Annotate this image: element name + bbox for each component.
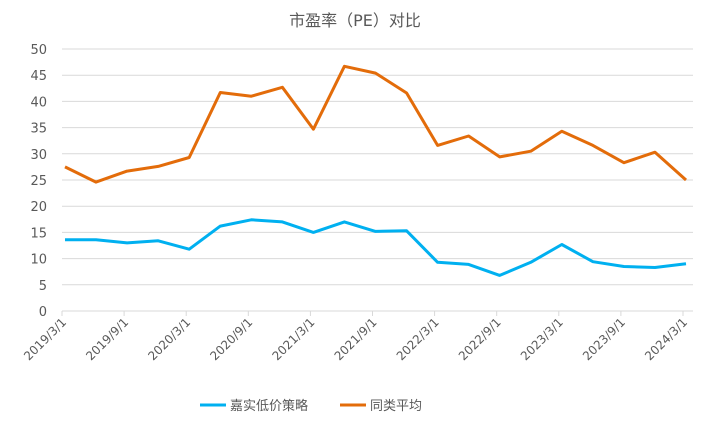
y-tick-label: 0 — [39, 305, 47, 320]
legend-label: 嘉实低价策略 — [230, 398, 308, 414]
x-tick-label: 2021/3/1 — [270, 315, 318, 363]
y-tick-label: 50 — [30, 43, 47, 58]
y-tick-label: 35 — [30, 122, 47, 137]
chart-title: 市盈率（PE）对比 — [289, 11, 421, 30]
y-tick-label: 5 — [39, 279, 47, 294]
y-tick-label: 10 — [30, 253, 47, 268]
series-line-1 — [64, 64, 688, 184]
y-tick-label: 15 — [30, 226, 47, 241]
y-axis: 0 5 10 15 20 25 30 35 40 45 50 — [30, 43, 47, 320]
x-tick-label: 2024/3/1 — [642, 315, 690, 363]
y-tick-label: 20 — [30, 200, 47, 215]
legend: 嘉实低价策略 同类平均 — [200, 398, 422, 414]
y-tick-label: 45 — [30, 69, 47, 84]
legend-label: 同类平均 — [370, 399, 422, 414]
x-tick-label: 2020/9/1 — [207, 315, 255, 363]
gridlines — [62, 48, 693, 312]
x-tick-label: 2021/9/1 — [332, 315, 380, 363]
x-tick-label: 2019/3/1 — [21, 315, 69, 363]
series-lines — [64, 64, 688, 277]
y-tick-label: 30 — [30, 148, 47, 163]
y-tick-label: 25 — [30, 174, 47, 189]
x-tick-label: 2022/3/1 — [394, 315, 442, 363]
x-tick-label: 2019/9/1 — [83, 315, 131, 363]
x-axis: 2019/3/1 2019/9/1 2020/3/1 2020/9/1 2021/3/1… — [21, 311, 690, 363]
y-tick-label: 40 — [30, 95, 47, 110]
x-tick-label: 2020/3/1 — [145, 315, 193, 363]
x-tick-label: 2023/9/1 — [580, 315, 628, 363]
x-tick-label: 2023/3/1 — [518, 315, 566, 363]
series-line-0 — [65, 218, 687, 277]
x-tick-label: 2022/9/1 — [456, 315, 504, 363]
